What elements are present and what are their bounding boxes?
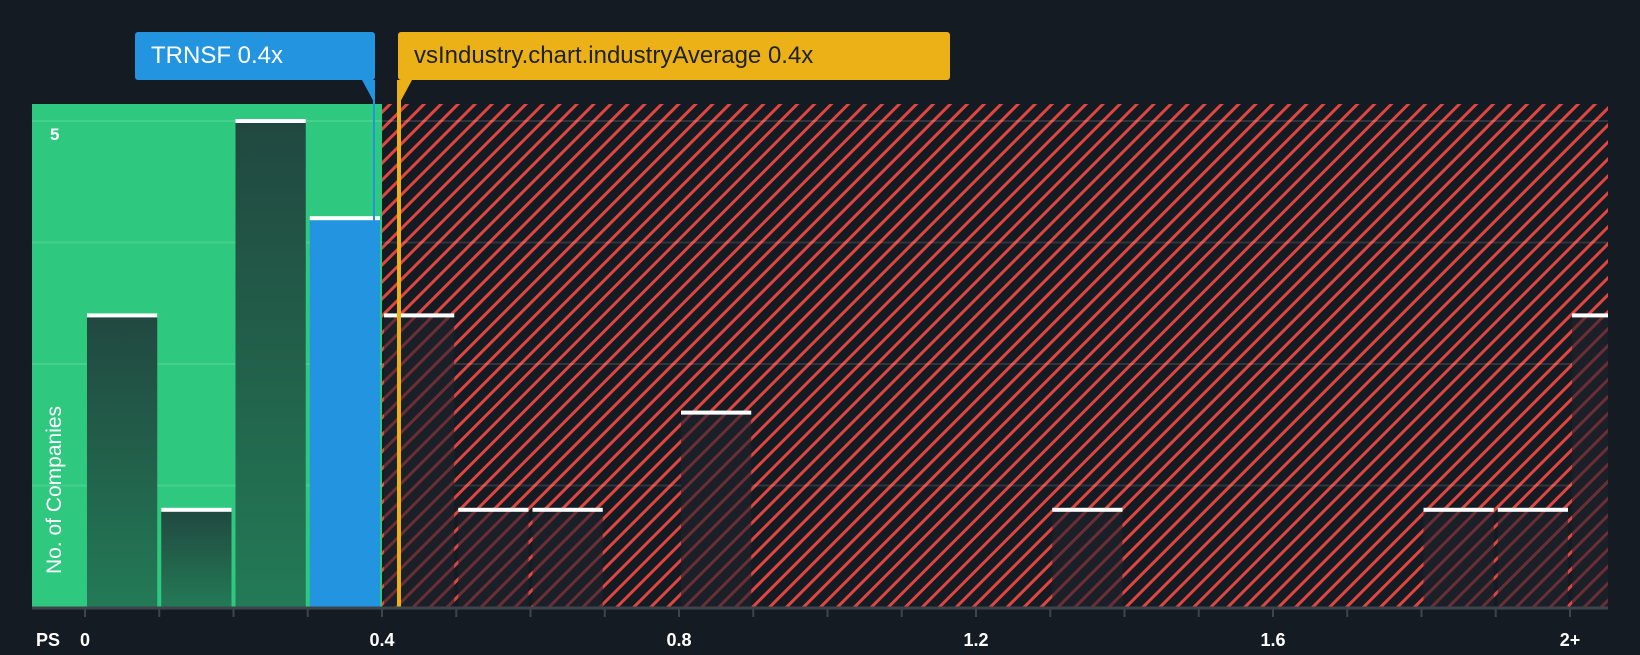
bar-cap: [1052, 507, 1123, 512]
x-tick-label: 1.2: [963, 630, 989, 650]
histogram-bar: [532, 509, 603, 607]
value-markers: [362, 80, 412, 607]
x-tick-label: 0.4: [369, 630, 395, 650]
histogram-bar: [1052, 509, 1123, 607]
x-axis-title: PS: [36, 630, 61, 650]
bar-cap: [384, 313, 455, 318]
histogram-bar: [458, 509, 529, 607]
bar-cap: [681, 410, 752, 415]
histogram-bar: [1423, 509, 1494, 607]
histogram-bar: [681, 412, 752, 607]
bar-cap: [87, 313, 158, 318]
company-value-label: TRNSF 0.4x: [135, 32, 375, 80]
histogram-bar: [1572, 315, 1608, 607]
histogram-bar: [1497, 509, 1568, 607]
industry-average-text: vsIndustry.chart.industryAverage 0.4x: [414, 42, 814, 69]
company-pointer-icon: [362, 80, 375, 104]
bar-cap: [235, 119, 306, 123]
industry-pointer-icon: [397, 80, 412, 106]
bar-cap: [309, 216, 380, 221]
bar-cap: [161, 507, 232, 512]
y-tick-5: 5: [50, 125, 60, 144]
y-axis-title: No. of Companies: [43, 405, 66, 575]
histogram-bar: [384, 315, 455, 607]
x-axis: [32, 606, 1608, 617]
histogram-bar: [87, 315, 158, 607]
bar-cap: [532, 507, 603, 512]
bar-cap: [1423, 507, 1494, 512]
company-value-text: TRNSF 0.4x: [151, 42, 284, 69]
bar-cap: [1497, 507, 1568, 512]
bar-cap: [458, 507, 529, 512]
histogram-bar: [161, 509, 232, 607]
x-tick-label: 0: [79, 630, 91, 650]
x-tick-label: 2+: [1559, 630, 1581, 650]
x-tick-label: 0.8: [666, 630, 692, 650]
x-tick-label: 1.6: [1260, 630, 1286, 650]
bar-cap: [1572, 313, 1608, 318]
industry-average-label: vsIndustry.chart.industryAverage 0.4x: [398, 32, 950, 80]
histogram-bars: [87, 119, 1608, 607]
histogram-bar: [235, 121, 306, 607]
company-bin-bar: [309, 218, 380, 607]
